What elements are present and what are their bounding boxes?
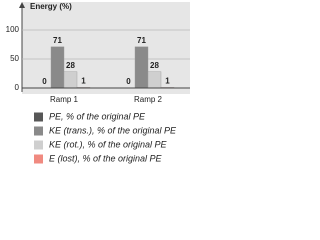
bar: [147, 71, 162, 89]
y-tick-label: 0: [15, 83, 20, 92]
bar: [50, 46, 65, 89]
x-tick-label: Ramp 2: [134, 95, 163, 104]
x-tick-label: Ramp 1: [50, 95, 79, 104]
plot-background: [22, 2, 190, 94]
legend-swatch: [34, 112, 43, 122]
bar: [63, 71, 78, 89]
legend-label: KE (rot.), % of the original PE: [49, 139, 168, 149]
y-axis-label: Energy (%): [30, 2, 72, 11]
legend-swatch: [34, 140, 43, 150]
legend-label: E (lost), % of the original PE: [49, 153, 163, 163]
legend-swatch: [34, 154, 43, 164]
value-label: 71: [53, 36, 62, 45]
value-label: 1: [165, 77, 170, 86]
legend-swatch: [34, 126, 43, 136]
bar: [134, 46, 149, 89]
value-label: 0: [126, 77, 131, 86]
value-label: 0: [42, 77, 47, 86]
y-tick-label: 50: [10, 54, 19, 63]
value-label: 1: [81, 77, 86, 86]
value-label: 71: [137, 36, 146, 45]
y-tick-label: 100: [6, 25, 20, 34]
value-label: 28: [66, 61, 75, 70]
value-label: 28: [150, 61, 159, 70]
legend-label: KE (trans.), % of the original PE: [49, 125, 177, 135]
y-axis-arrow: [19, 2, 25, 8]
legend-label: PE, % of the original PE: [49, 111, 146, 121]
